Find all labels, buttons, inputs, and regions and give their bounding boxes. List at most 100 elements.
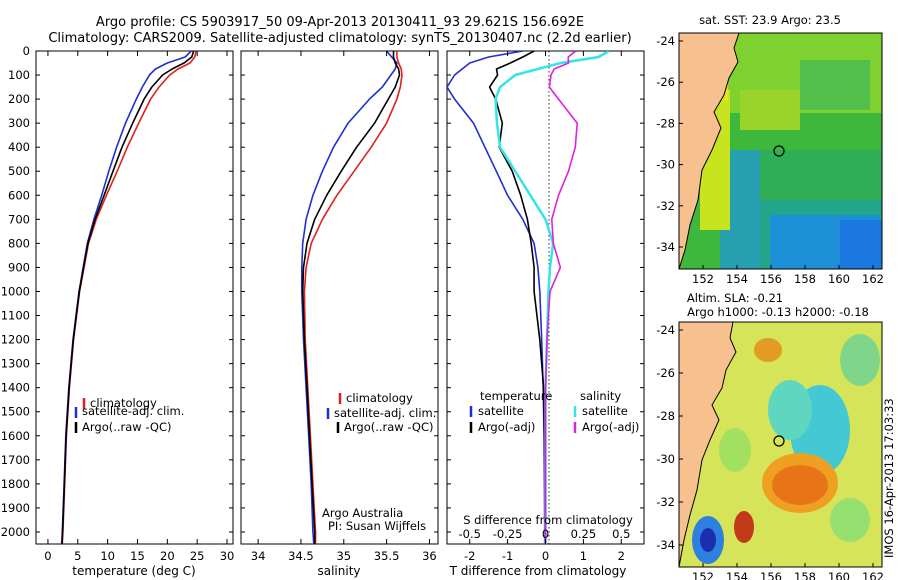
- credit-line2: PI: Susan Wijffels: [328, 519, 426, 533]
- map-lat-label: -24: [656, 323, 675, 337]
- sla-field: [679, 322, 882, 567]
- depth-tick-label: 1400: [1, 381, 30, 395]
- legend-header-temperature: temperature: [480, 389, 552, 403]
- legend-argo: Argo(..raw -QC): [344, 420, 434, 434]
- map-lat-label: -32: [656, 199, 675, 213]
- map-lat-label: -28: [656, 409, 675, 423]
- sla-title-line1: Altim. SLA: -0.21: [687, 291, 783, 305]
- map-lon-label: 158: [794, 272, 816, 286]
- legend-header-salinity: salinity: [580, 389, 621, 403]
- depth-tick-label: 1000: [1, 284, 30, 298]
- series-line-satellite-adj-clim-: [300, 51, 398, 544]
- map-lat-label: -34: [656, 240, 675, 254]
- top-x-tick-label: -0.5: [459, 527, 481, 541]
- depth-tick-label: 200: [8, 92, 30, 106]
- map-lon-label: 152: [692, 272, 714, 286]
- salinity-panel: 34 34.5 35 35.5 36 salinity climatology sate…: [240, 50, 439, 578]
- map-lon-label: 152: [692, 570, 714, 580]
- map-lon-label: 156: [760, 570, 782, 580]
- temperature-xlabel: temperature (deg C): [72, 564, 195, 578]
- title-line1: Argo profile: CS 5903917_50 09-Apr-2013 …: [96, 15, 584, 30]
- top-axis-label: S difference from climatology: [463, 513, 633, 527]
- depth-tick-label: 100: [8, 68, 30, 82]
- depth-tick-label: 1600: [1, 429, 30, 443]
- depth-tick-label: 900: [8, 260, 30, 274]
- x-tick-label: 1: [580, 549, 587, 563]
- map-lat-label: -30: [656, 158, 675, 172]
- top-x-tick-label: -0.25: [493, 527, 523, 541]
- map-lon-label: 154: [726, 570, 748, 580]
- depth-tick-label: 400: [8, 140, 30, 154]
- sst-map: sat. SST: 23.9 Argo: 23.5 -24 -26 -28 -30 -3…: [656, 13, 884, 286]
- depth-tick-label: 300: [8, 116, 30, 130]
- top-x-tick-label: 0.5: [612, 527, 630, 541]
- map-lon-label: 162: [862, 272, 884, 286]
- x-tick-label: 25: [190, 549, 205, 563]
- map-lat-label: -26: [656, 75, 675, 89]
- x-tick-label: 30: [220, 549, 235, 563]
- difference-panel: -2 -1 0 1 2 -0.5 -0.25 0 0.25 0.5 S difference fr…: [446, 50, 645, 578]
- map-lon-label: 156: [760, 272, 782, 286]
- depth-tick-label: 1900: [1, 501, 30, 515]
- map-lat-label: -34: [656, 538, 675, 552]
- series-line-salinity-argo-adj-: [544, 51, 579, 544]
- map-lon-label: 154: [726, 272, 748, 286]
- sla-title-line2: Argo h1000: -0.13 h2000: -0.18: [687, 305, 869, 319]
- x-tick-label: 34.5: [288, 549, 314, 563]
- title-line2: Climatology: CARS2009. Satellite-adjuste…: [48, 31, 631, 46]
- depth-tick-label: 1100: [1, 309, 30, 323]
- x-tick-label: 5: [74, 549, 81, 563]
- map-lon-label: 160: [828, 272, 850, 286]
- depth-tick-label: 800: [8, 236, 30, 250]
- map-lat-label: -30: [656, 452, 675, 466]
- salinity-plot-area: [240, 50, 439, 545]
- series-line-climatology: [303, 51, 403, 544]
- x-tick-label: 36: [422, 549, 437, 563]
- x-tick-label: 35: [336, 549, 351, 563]
- series-line-argo-raw-qc-: [301, 51, 401, 544]
- legend-t-satellite: satellite: [478, 404, 524, 418]
- depth-tick-label: 1300: [1, 357, 30, 371]
- sst-map-title: sat. SST: 23.9 Argo: 23.5: [699, 13, 841, 27]
- depth-tick-label: 0: [23, 44, 30, 58]
- depth-tick-label: 1200: [1, 333, 30, 347]
- x-tick-label: 0: [44, 549, 51, 563]
- legend-s-satellite: satellite: [582, 404, 628, 418]
- difference-xlabel: T difference from climatology: [449, 564, 627, 578]
- argo-location-marker: [773, 435, 785, 447]
- depth-tick-label: 1700: [1, 453, 30, 467]
- footer-timestamp: IMOS 16-Apr-2013 17:03:33: [882, 398, 896, 558]
- depth-tick-label: 500: [8, 164, 30, 178]
- salinity-legend: climatology satellite-adj. clim. Argo(..…: [326, 391, 436, 434]
- map-lat-label: -32: [656, 495, 675, 509]
- top-x-tick-label: 0.25: [571, 527, 597, 541]
- depth-tick-label: 1800: [1, 477, 30, 491]
- temperature-legend: climatology satellite-adj. clim. Argo(..…: [74, 396, 184, 434]
- map-lon-label: 158: [794, 570, 816, 580]
- depth-axis: 0 100 200 300 400 500 600 700 800 900 1000 1100 1200…: [1, 44, 30, 539]
- sla-map: Altim. SLA: -0.21 Argo h1000: -0.13 h200…: [656, 291, 884, 580]
- legend-satellite: satellite-adj. clim.: [82, 404, 184, 418]
- map-lat-label: -24: [656, 34, 675, 48]
- x-tick-label: 2: [618, 549, 625, 563]
- depth-tick-label: 700: [8, 212, 30, 226]
- map-lon-label: 160: [828, 570, 850, 580]
- x-tick-label: 35.5: [374, 549, 400, 563]
- x-tick-label: 34: [251, 549, 266, 563]
- x-tick-label: -2: [464, 549, 475, 563]
- legend-argo: Argo(..raw -QC): [82, 420, 172, 434]
- x-tick-label: 10: [100, 549, 115, 563]
- depth-tick-label: 600: [8, 188, 30, 202]
- legend-s-argo: Argo(-adj): [582, 420, 639, 434]
- legend-satellite: satellite-adj. clim.: [334, 406, 436, 420]
- depth-tick-label: 1500: [1, 405, 30, 419]
- map-lon-label: 162: [862, 570, 884, 580]
- depth-tick-label: 2000: [1, 525, 30, 539]
- legend-climatology: climatology: [90, 396, 157, 410]
- sst-field: [679, 33, 882, 269]
- difference-legend: temperature salinity satellite Argo(-adj…: [469, 389, 639, 434]
- legend-climatology: climatology: [346, 391, 413, 405]
- credit-line1: Argo Australia: [322, 506, 403, 520]
- top-x-tick-label: 0: [542, 527, 549, 541]
